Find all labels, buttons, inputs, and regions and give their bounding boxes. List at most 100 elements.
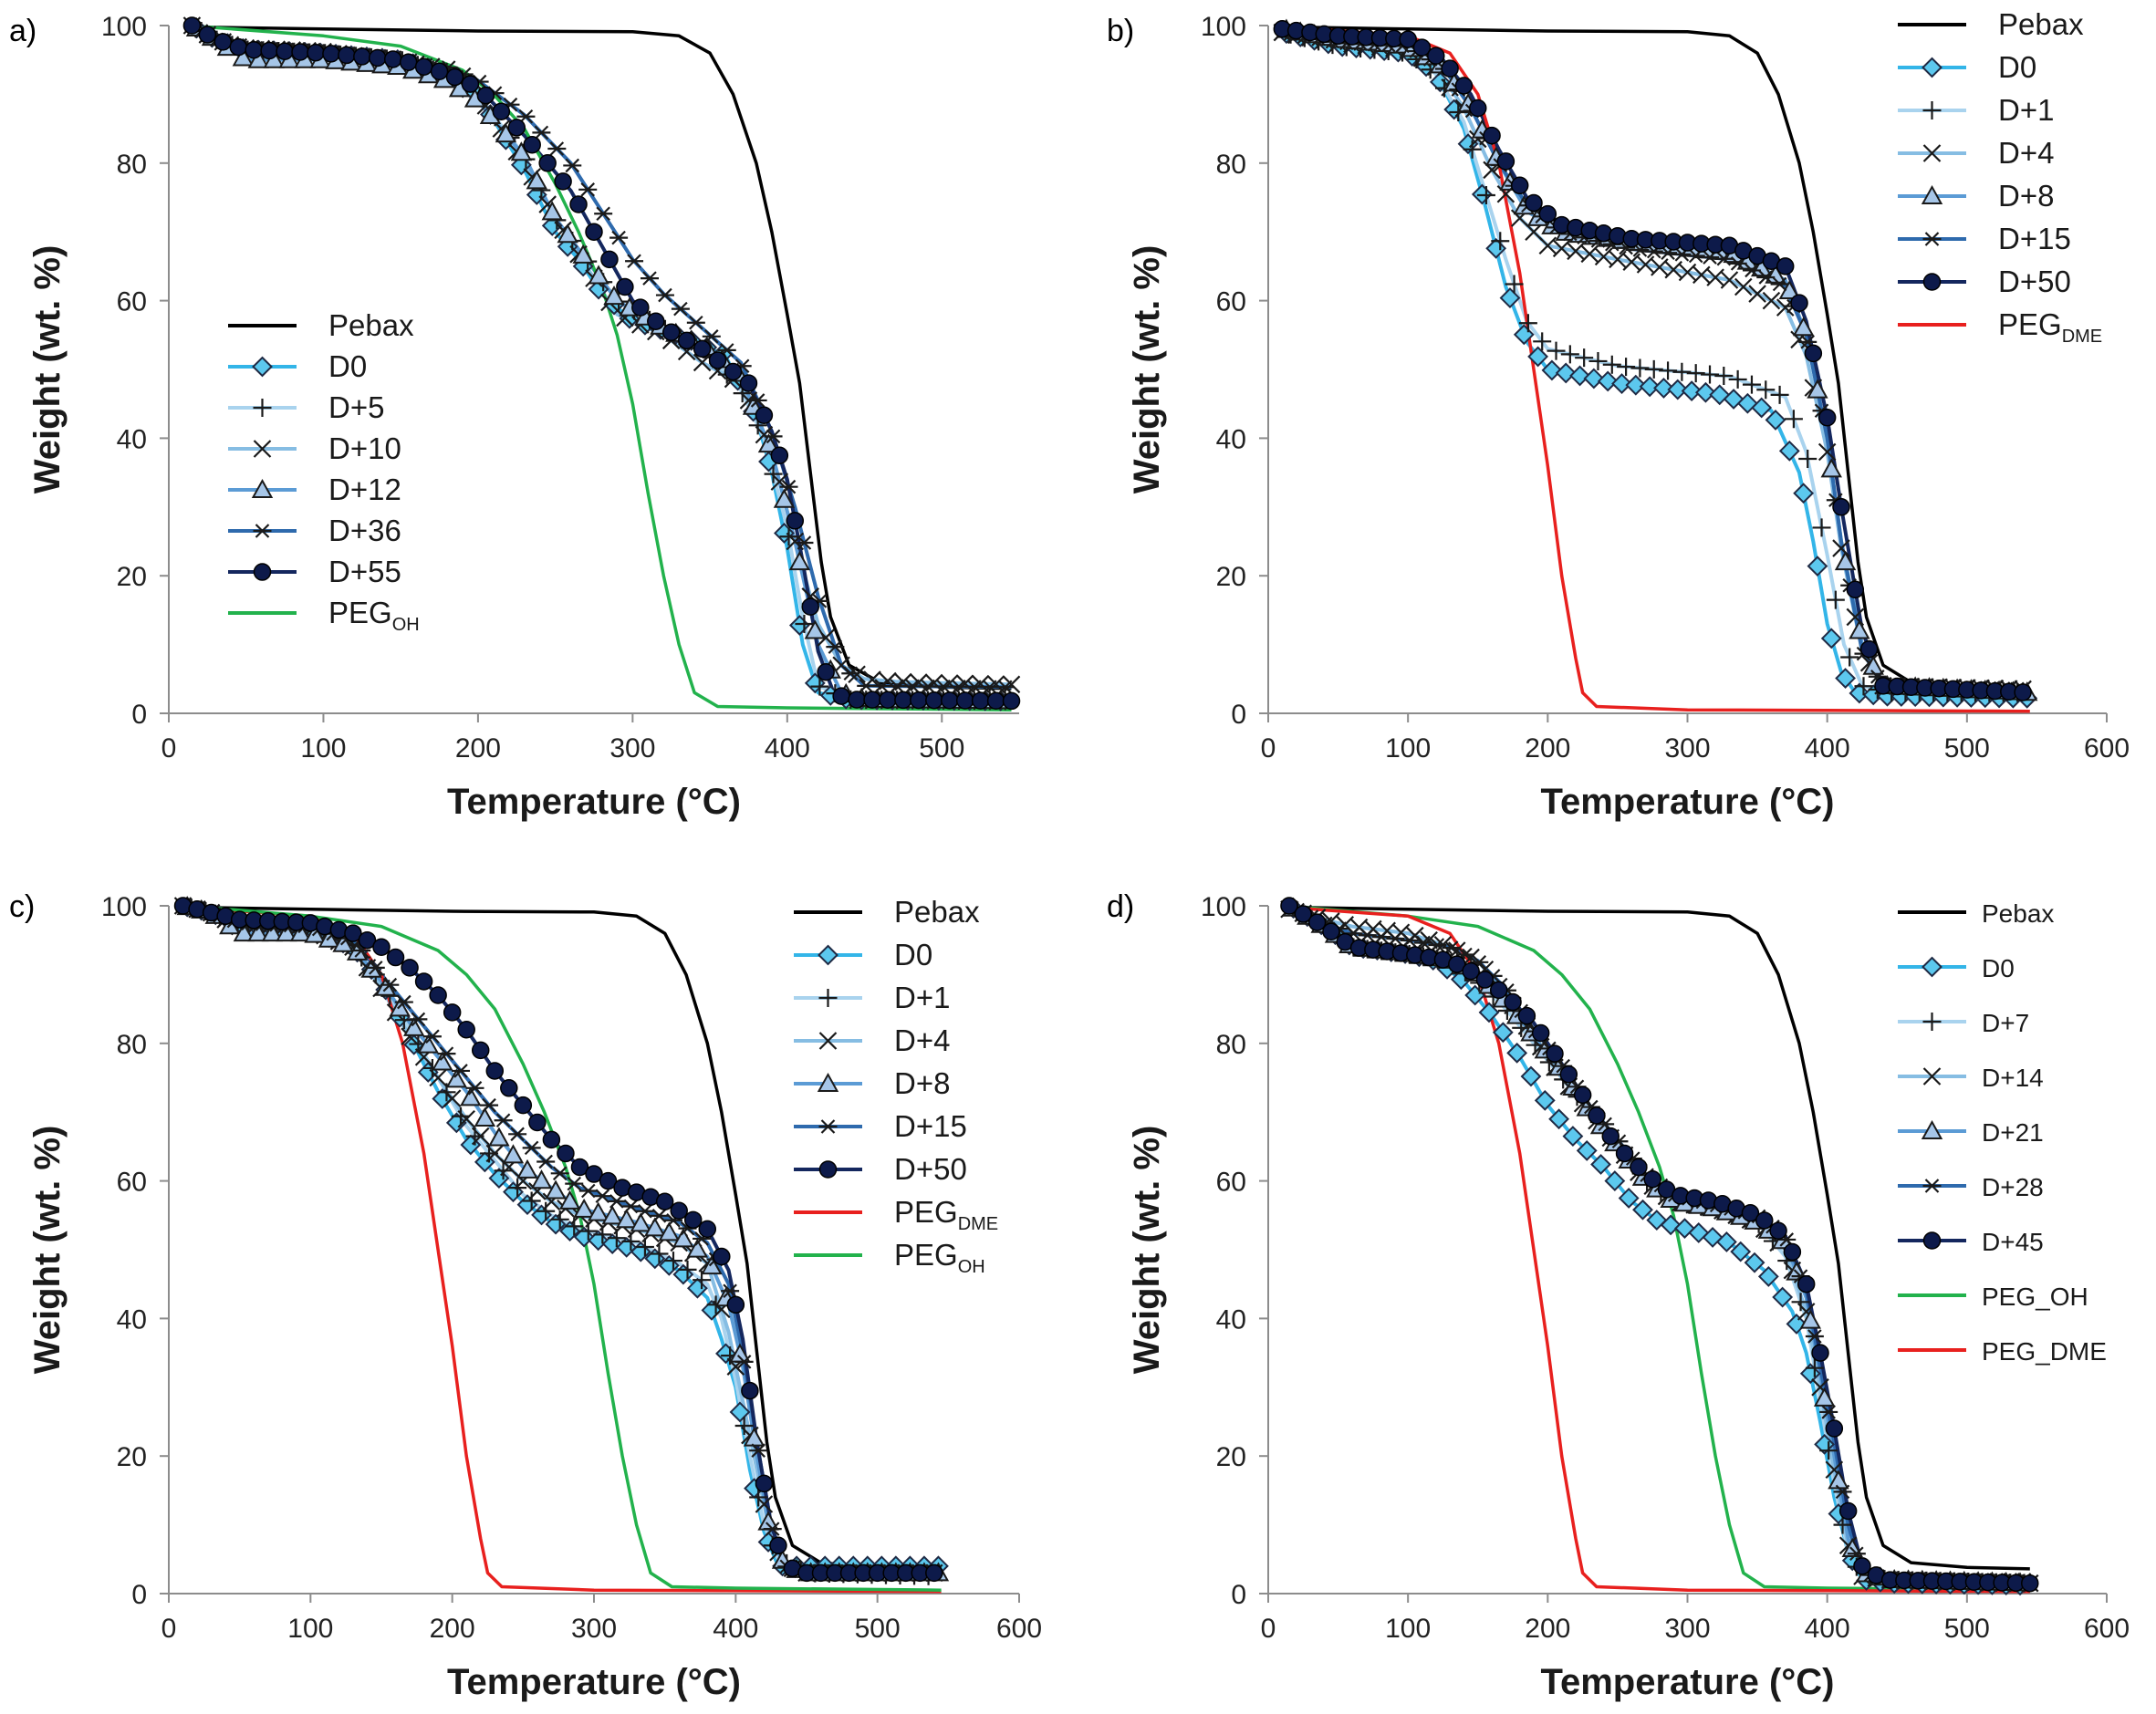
data-point: [565, 1176, 584, 1191]
data-point: [925, 1563, 943, 1583]
data-point: [1559, 1065, 1578, 1084]
y-tick-label: 80: [1216, 1030, 1246, 1060]
y-tick-label: 100: [1201, 892, 1246, 922]
data-point: [1372, 930, 1391, 944]
y-tick-label: 0: [131, 700, 147, 730]
data-point: [769, 1536, 787, 1554]
data-point: [678, 1260, 697, 1279]
legend-marker: [253, 524, 272, 538]
data-point: [1791, 1293, 1810, 1312]
data-point: [708, 351, 727, 369]
data-point: [739, 374, 758, 392]
data-point: [358, 930, 377, 950]
x-tick-label: 200: [455, 733, 501, 764]
data-point: [1448, 955, 1466, 973]
data-point: [1701, 365, 1720, 384]
data-point: [949, 680, 968, 694]
legend-label: D0: [328, 349, 367, 383]
legend-label-main: PEG: [894, 1238, 958, 1272]
panel-label: b): [1107, 14, 1134, 48]
data-point: [1853, 1557, 1871, 1575]
data-point: [1617, 358, 1636, 377]
data-point: [795, 535, 814, 550]
data-point: [1728, 369, 1747, 389]
data-point: [1506, 1042, 1528, 1064]
x-axis-title: Temperature (°C): [1541, 782, 1835, 822]
legend-marker: [1922, 956, 1942, 978]
data-point: [523, 135, 541, 154]
series-line-pebax: [187, 25, 1012, 691]
x-tick-label: 300: [609, 733, 655, 764]
data-point: [1742, 375, 1761, 394]
x-tick-label: 100: [1385, 1614, 1431, 1644]
x-tick-label: 600: [996, 1614, 1042, 1644]
y-axis-title: Weight (wt. %): [27, 245, 68, 494]
data-point: [1755, 1211, 1774, 1230]
data-point: [545, 1179, 567, 1200]
data-point: [338, 46, 356, 65]
data-point: [1625, 374, 1647, 396]
data-point: [1525, 193, 1543, 213]
data-point: [233, 922, 255, 942]
x-tick-label: 500: [855, 1614, 901, 1644]
data-point: [536, 1201, 556, 1221]
data-point: [2021, 1574, 2039, 1593]
data-point: [1609, 250, 1627, 269]
data-point: [801, 597, 819, 616]
legend-label-subscript: OH: [958, 1257, 985, 1277]
series-line-pebax: [1285, 25, 2030, 691]
data-point: [1825, 1419, 1844, 1438]
legend-label: D+8: [1998, 179, 2054, 213]
data-point: [724, 362, 743, 381]
data-point: [1307, 913, 1327, 931]
data-point: [485, 1144, 505, 1163]
data-point: [734, 1417, 754, 1436]
data-point: [508, 1127, 527, 1142]
data-point: [1734, 277, 1753, 296]
data-point: [1776, 257, 1795, 275]
legend-label: Pebax: [1998, 7, 2084, 41]
data-point: [1560, 345, 1579, 364]
x-tick-label: 400: [765, 733, 810, 764]
data-point: [417, 1034, 439, 1054]
data-point: [971, 691, 990, 710]
x-tick-label: 300: [1664, 1614, 1710, 1644]
data-point: [1505, 275, 1524, 294]
data-point: [492, 102, 511, 120]
data-point: [516, 1158, 538, 1179]
data-point: [558, 1189, 581, 1210]
data-point: [601, 1205, 623, 1225]
data-point: [557, 223, 578, 244]
data-point: [1358, 928, 1377, 943]
legend-marker: [1922, 273, 1942, 291]
legend-label: D+15: [894, 1109, 967, 1143]
data-point: [1412, 38, 1432, 57]
data-point: [366, 961, 385, 975]
data-point: [1588, 1106, 1606, 1125]
series-line-d-55: [191, 24, 1012, 703]
data-point: [702, 329, 721, 344]
chart-panel-a: a) 0 100 200 300 400 500 0 20 40 60 80 100 Temperatur…: [9, 12, 1021, 822]
data-point: [826, 639, 845, 654]
x-tick-label: 500: [919, 733, 964, 764]
legend-label: D+55: [328, 555, 401, 588]
data-point: [933, 679, 953, 694]
data-point: [810, 677, 829, 696]
legend-marker: [253, 399, 272, 417]
data-point: [630, 1212, 651, 1232]
data-point: [563, 158, 582, 173]
data-point: [1478, 1002, 1500, 1023]
x-axis-title: Temperature (°C): [447, 1662, 741, 1702]
data-point: [1597, 370, 1619, 392]
legend-marker: [1921, 184, 1943, 204]
data-point: [1793, 483, 1815, 504]
legend-label: D+1: [894, 981, 950, 1014]
data-point: [276, 922, 297, 942]
data-point: [522, 1191, 541, 1210]
data-point: [1849, 619, 1870, 639]
data-point: [1604, 1170, 1626, 1192]
y-tick-label: 40: [1216, 1304, 1246, 1335]
data-point: [1496, 152, 1515, 171]
data-point: [451, 1106, 470, 1126]
legend-marker: [1922, 1013, 1942, 1031]
